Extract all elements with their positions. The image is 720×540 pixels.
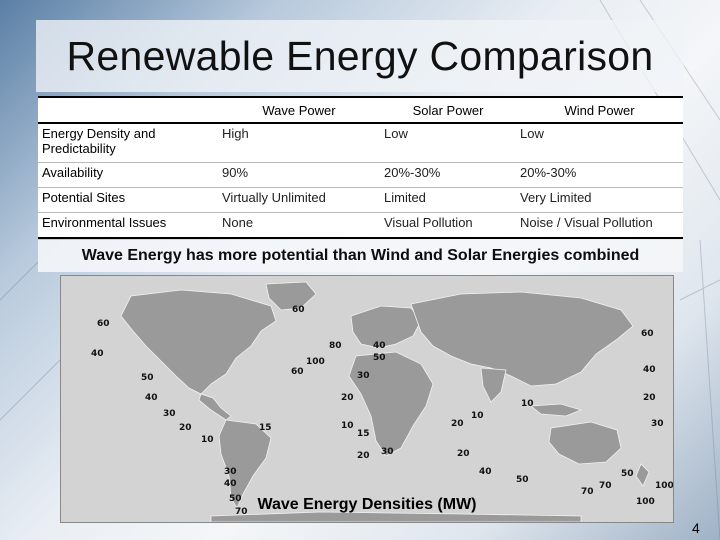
map-density-label: 40: [91, 349, 104, 359]
row-label: Potential Sites: [38, 187, 218, 213]
map-density-label: 60: [292, 305, 305, 315]
indonesia-landmass: [529, 403, 583, 417]
row-label: Environmental Issues: [38, 212, 218, 239]
map-density-label: 100: [655, 481, 673, 491]
table-row: Potential Sites Virtually Unlimited Limi…: [38, 187, 683, 213]
map-density-label: 70: [235, 507, 248, 517]
map-density-label: 10: [471, 411, 484, 421]
map-density-label: 20: [341, 393, 354, 403]
claim-banner: Wave Energy has more potential than Wind…: [38, 240, 683, 272]
africa-landmass: [348, 351, 434, 457]
table-cell: Low: [380, 123, 516, 163]
map-density-label: 40: [643, 365, 656, 375]
title-banner: Renewable Energy Comparison: [36, 20, 684, 92]
slide-title: Renewable Energy Comparison: [66, 32, 654, 79]
map-density-label: 40: [224, 479, 237, 489]
table-row: Availability 90% 20%-30% 20%-30%: [38, 162, 683, 188]
map-density-label: 10: [201, 435, 214, 445]
map-density-label: 30: [651, 419, 664, 429]
map-density-label: 10: [341, 421, 354, 431]
table-cell: 20%-30%: [516, 162, 683, 188]
map-density-label: 10: [521, 399, 534, 409]
row-label: Availability: [38, 162, 218, 188]
table-cell: 20%-30%: [380, 162, 516, 188]
map-density-label: 40: [479, 467, 492, 477]
map-density-label: 50: [621, 469, 634, 479]
map-density-label: 70: [599, 481, 612, 491]
central-america-landmass: [198, 393, 232, 421]
table-cell: Very Limited: [516, 187, 683, 213]
map-density-label: 70: [581, 487, 594, 497]
map-density-label: 50: [229, 494, 242, 504]
map-density-label: 40: [145, 393, 158, 403]
table-cell: None: [218, 212, 380, 239]
map-density-label: 40: [373, 341, 386, 351]
column-header-wind: Wind Power: [516, 98, 683, 124]
map-density-label: 30: [357, 371, 370, 381]
map-density-label: 80: [329, 341, 342, 351]
table-cell: Low: [516, 123, 683, 163]
world-map-graphic: 60 50 40 30 20 10 15 30 40 50 70 60 100 …: [61, 276, 673, 522]
map-density-label: 60: [641, 329, 654, 339]
asia-landmass: [410, 291, 634, 387]
table-cell: Visual Pollution: [380, 212, 516, 239]
europe-landmass: [350, 305, 422, 349]
map-density-label: 15: [259, 423, 272, 433]
map-density-label: 60: [97, 319, 110, 329]
map-density-label: 60: [291, 367, 304, 377]
australia-landmass: [548, 421, 622, 465]
table-header-row: Wave Power Solar Power Wind Power: [38, 98, 683, 124]
map-density-label: 50: [516, 475, 529, 485]
map-density-label: 20: [451, 419, 464, 429]
map-density-label: 100: [306, 357, 325, 367]
antarctica-landmass: [210, 511, 582, 522]
map-density-label: 20: [357, 451, 370, 461]
india-landmass: [480, 367, 507, 403]
map-density-label: 30: [381, 447, 394, 457]
table-row: Environmental Issues None Visual Polluti…: [38, 212, 683, 239]
table-cell: Virtually Unlimited: [218, 187, 380, 213]
map-density-label: 50: [141, 373, 154, 383]
table-cell: Noise / Visual Pollution: [516, 212, 683, 239]
map-density-label: 30: [224, 467, 237, 477]
greenland-landmass: [265, 281, 317, 311]
map-density-label: 20: [643, 393, 656, 403]
map-density-label: 20: [179, 423, 192, 433]
claim-text: Wave Energy has more potential than Wind…: [81, 247, 640, 264]
map-caption: Wave Energy Densities (MW): [257, 496, 477, 513]
column-header-solar: Solar Power: [380, 98, 516, 124]
map-density-label: 50: [373, 353, 386, 363]
map-density-label: 20: [457, 449, 470, 459]
table-cell: 90%: [218, 162, 380, 188]
page-number: 4: [692, 520, 700, 536]
wave-energy-map: 60 50 40 30 20 10 15 30 40 50 70 60 100 …: [60, 275, 674, 523]
table-row: Energy Density and Predictability High L…: [38, 123, 683, 163]
map-density-label: 30: [163, 409, 176, 419]
table-cell: High: [218, 123, 380, 163]
south-america-landmass: [218, 419, 272, 509]
new-zealand-landmass: [635, 463, 650, 487]
row-label: Energy Density and Predictability: [38, 123, 218, 163]
column-header-blank: [38, 98, 218, 124]
comparison-table: Wave Power Solar Power Wind Power Energy…: [38, 96, 683, 239]
north-america-landmass: [120, 289, 277, 395]
map-density-label: 15: [357, 429, 370, 439]
table-cell: Limited: [380, 187, 516, 213]
column-header-wave: Wave Power: [218, 98, 380, 124]
map-density-label: 100: [636, 497, 655, 507]
